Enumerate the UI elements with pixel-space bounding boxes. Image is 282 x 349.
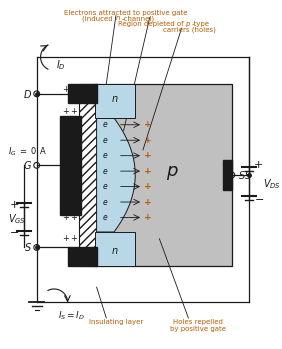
Text: +: + xyxy=(62,128,69,137)
Text: +: + xyxy=(144,120,152,129)
Text: by positive gate: by positive gate xyxy=(170,326,226,332)
Text: +: + xyxy=(62,86,69,95)
Text: +: + xyxy=(10,200,19,210)
Text: Holes repelled: Holes repelled xyxy=(173,319,223,325)
Text: +: + xyxy=(70,192,77,201)
Bar xyxy=(95,84,232,266)
Text: $G$: $G$ xyxy=(23,159,32,171)
Text: $I_G\ =\ 0\ \mathrm{A}$: $I_G\ =\ 0\ \mathrm{A}$ xyxy=(8,146,47,158)
Text: Insulating layer: Insulating layer xyxy=(89,319,143,325)
Text: $V_{DS}$: $V_{DS}$ xyxy=(263,177,281,191)
Text: $S$: $S$ xyxy=(24,242,32,253)
Text: e: e xyxy=(103,182,108,191)
Text: +: + xyxy=(62,170,69,179)
Text: n: n xyxy=(112,246,118,256)
Text: e: e xyxy=(103,198,108,207)
Bar xyxy=(223,159,232,191)
Text: +: + xyxy=(62,234,69,243)
Text: $SS$: $SS$ xyxy=(238,169,252,181)
Text: $I_D$: $I_D$ xyxy=(56,58,66,72)
Text: +: + xyxy=(144,136,152,145)
Text: +: + xyxy=(62,192,69,201)
Text: +: + xyxy=(144,182,152,191)
Text: +: + xyxy=(144,198,152,207)
Text: n: n xyxy=(112,94,118,104)
Text: carriers (holes): carriers (holes) xyxy=(163,27,216,34)
Text: $n$: $n$ xyxy=(115,15,121,22)
Text: +: + xyxy=(70,170,77,179)
Text: $I_S = I_D$: $I_S = I_D$ xyxy=(58,310,85,322)
Text: $V_{GS}$: $V_{GS}$ xyxy=(8,212,26,226)
Text: +: + xyxy=(62,107,69,116)
Bar xyxy=(60,116,81,215)
Text: +: + xyxy=(70,86,77,95)
Text: +: + xyxy=(144,213,152,222)
Text: $D$: $D$ xyxy=(23,88,32,100)
Bar xyxy=(68,247,97,266)
Text: $p$: $p$ xyxy=(186,20,191,29)
Text: Region depleted of: Region depleted of xyxy=(118,21,186,27)
Bar xyxy=(95,84,135,118)
Text: e: e xyxy=(103,136,108,145)
Text: +: + xyxy=(70,128,77,137)
Text: +: + xyxy=(144,166,152,176)
Bar xyxy=(68,84,97,103)
Text: Electrons attracted to positive gate: Electrons attracted to positive gate xyxy=(64,10,187,16)
Text: +: + xyxy=(144,151,152,160)
Bar xyxy=(79,84,97,266)
Bar xyxy=(95,232,135,266)
Text: $-$: $-$ xyxy=(254,193,264,203)
Text: +: + xyxy=(254,160,264,170)
Text: $-$: $-$ xyxy=(9,226,19,236)
Text: +: + xyxy=(70,107,77,116)
Text: -channel): -channel) xyxy=(122,15,155,22)
Text: +: + xyxy=(70,149,77,158)
Text: +: + xyxy=(62,213,69,222)
Polygon shape xyxy=(97,118,135,232)
Text: (induced: (induced xyxy=(82,15,115,22)
Text: +: + xyxy=(62,149,69,158)
Text: -type: -type xyxy=(191,21,209,27)
Text: e: e xyxy=(103,166,108,176)
Text: e: e xyxy=(103,151,108,160)
Text: e: e xyxy=(103,120,108,129)
Text: e: e xyxy=(103,213,108,222)
Text: p: p xyxy=(166,162,178,180)
Text: +: + xyxy=(70,234,77,243)
Text: +: + xyxy=(70,213,77,222)
